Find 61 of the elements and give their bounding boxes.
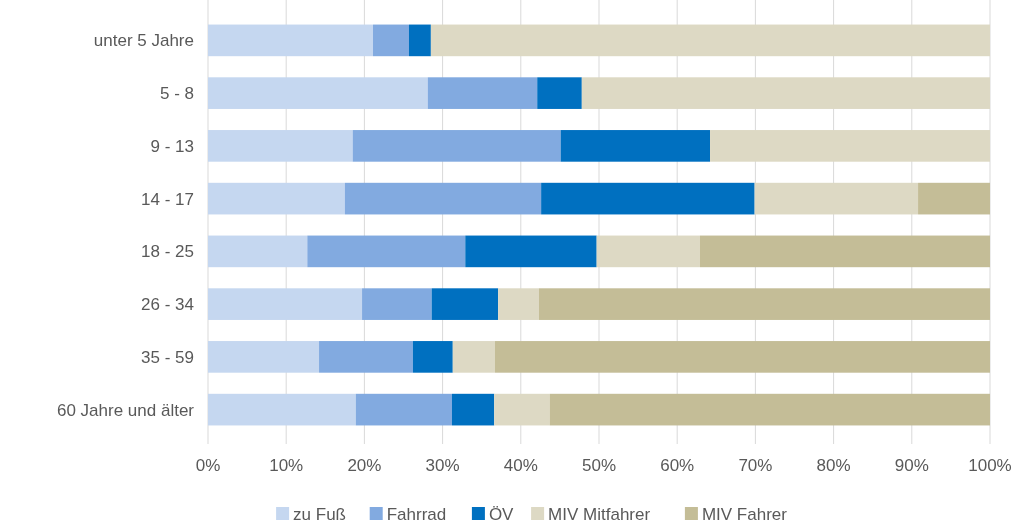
bar xyxy=(494,393,550,426)
bar xyxy=(494,341,990,373)
x-tick-label: 10% xyxy=(269,456,304,475)
y-tick-label: unter 5 Jahre xyxy=(93,31,194,51)
x-tick-label: 70% xyxy=(738,456,773,475)
x-tick-label: 20% xyxy=(347,456,382,475)
bar xyxy=(344,182,542,215)
bar xyxy=(452,341,495,373)
x-tick-label: 30% xyxy=(425,456,460,475)
bar xyxy=(208,24,373,57)
bar xyxy=(208,393,356,426)
bar xyxy=(754,182,919,215)
bar xyxy=(412,341,453,373)
bar xyxy=(541,182,755,215)
bar xyxy=(498,288,539,320)
bar xyxy=(581,77,990,109)
bar xyxy=(431,288,499,320)
bar xyxy=(208,341,320,373)
bar xyxy=(427,77,538,109)
bar xyxy=(208,235,308,268)
bar xyxy=(710,130,990,162)
bar xyxy=(362,288,432,320)
bar xyxy=(319,341,413,373)
y-tick-label: 14 - 17 xyxy=(141,189,194,209)
legend-label: Fahrrad xyxy=(386,505,447,524)
legend-label: zu Fuß xyxy=(293,505,347,524)
y-tick-label: 18 - 25 xyxy=(141,242,194,262)
bar xyxy=(451,393,495,426)
y-tick-label: 35 - 59 xyxy=(141,347,194,367)
bar xyxy=(352,130,561,162)
bar xyxy=(430,24,990,57)
y-tick-label: 5 - 8 xyxy=(159,84,194,104)
bar xyxy=(208,130,353,162)
bar xyxy=(208,288,363,320)
legend-label: MIV Fahrer xyxy=(701,505,788,524)
x-tick-label: 40% xyxy=(503,456,538,475)
y-tick-label: 60 Jahre und älter xyxy=(56,400,195,420)
legend-label: MIV Mitfahrer xyxy=(548,505,651,524)
x-tick-label: 60% xyxy=(660,456,695,475)
bar xyxy=(355,393,452,426)
x-tick-label: 50% xyxy=(581,456,617,475)
legend-label: ÖV xyxy=(488,505,515,524)
x-tick-label: 100% xyxy=(968,456,1012,475)
bar xyxy=(208,77,428,109)
bar xyxy=(918,182,990,215)
x-tick-label: 0% xyxy=(195,456,221,475)
bar xyxy=(537,77,582,109)
bar xyxy=(596,235,700,268)
bar xyxy=(408,24,431,57)
bar xyxy=(538,288,990,320)
bar xyxy=(560,130,711,162)
y-tick-label: 26 - 34 xyxy=(141,295,194,315)
x-tick-label: 90% xyxy=(894,456,929,475)
bar xyxy=(373,24,409,57)
bar xyxy=(307,235,466,268)
bar xyxy=(465,235,597,268)
x-tick-label: 80% xyxy=(816,456,851,475)
bar xyxy=(549,393,990,426)
y-tick-label: 9 - 13 xyxy=(150,136,194,156)
bar xyxy=(699,235,990,268)
bar xyxy=(208,182,345,215)
